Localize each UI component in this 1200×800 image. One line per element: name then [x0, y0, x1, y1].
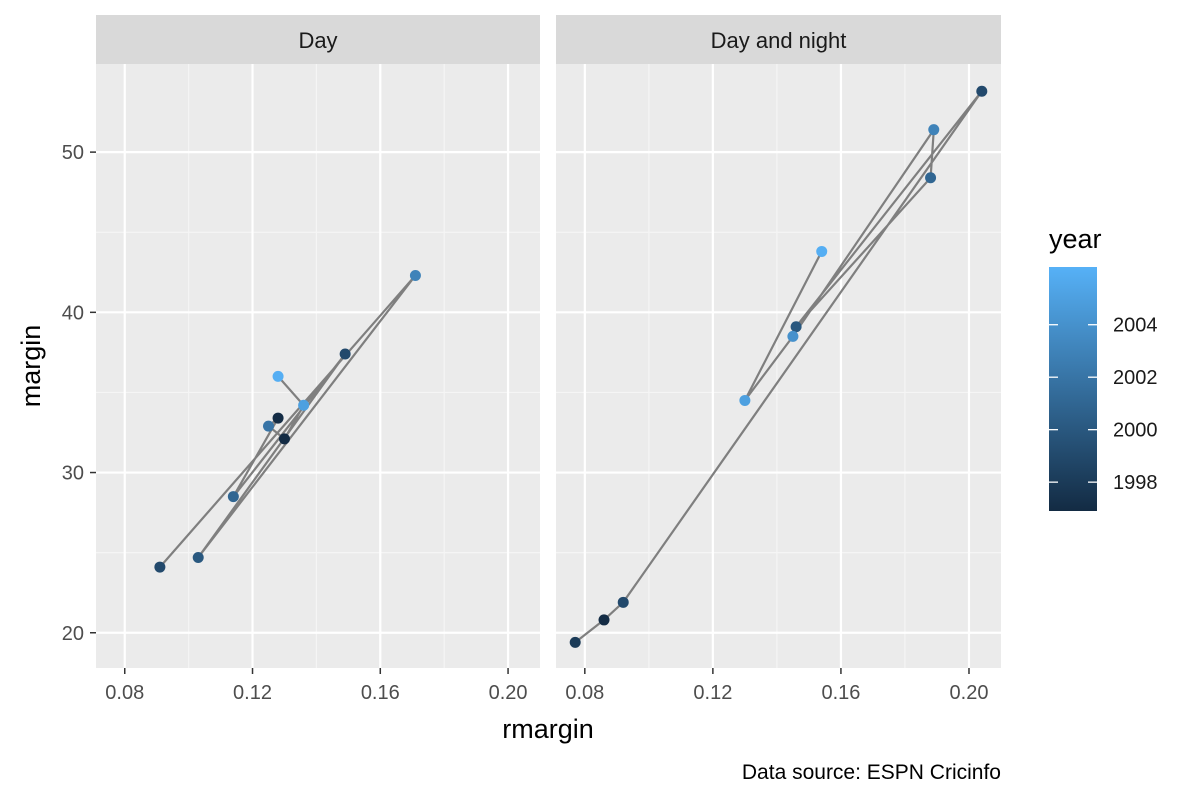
data-point [339, 348, 351, 360]
x-tick-label: 0.16 [361, 682, 400, 704]
data-point [790, 321, 802, 333]
legend-label: 2002 [1113, 367, 1158, 389]
facet-strip-label: Day and night [711, 28, 847, 53]
facet-panel: Day 0.08 0.12 0.16 0.20 [96, 15, 540, 704]
data-point [598, 614, 610, 626]
series-path [574, 90, 983, 644]
data-point [928, 124, 940, 136]
facet-strip [96, 15, 540, 64]
legend-label: 1998 [1113, 472, 1158, 494]
data-point [262, 420, 274, 432]
color-legend: 1998 2000 2002 2004 [1049, 267, 1158, 511]
data-point [816, 245, 828, 257]
data-point [272, 412, 284, 424]
data-point [569, 636, 581, 648]
facet-panel: Day and night 0.08 0.12 0.16 0.20 [556, 15, 1001, 704]
panel-background [556, 64, 1001, 668]
facet-strip [556, 15, 1001, 64]
legend-label: 2004 [1113, 315, 1158, 337]
series-path [159, 274, 417, 568]
panel-background [96, 64, 540, 668]
legend-title: year [1049, 224, 1102, 254]
data-point [227, 491, 239, 503]
x-tick-label: 0.20 [489, 682, 528, 704]
data-point [787, 330, 799, 342]
x-tick-label: 0.08 [105, 682, 144, 704]
y-tick-label: 50 [62, 142, 84, 164]
data-point [154, 561, 166, 573]
data-point [272, 370, 284, 382]
data-point [192, 551, 204, 563]
colorbar [1049, 267, 1097, 511]
caption: Data source: ESPN Cricinfo [742, 761, 1001, 784]
data-point [298, 399, 310, 411]
y-tick-label: 20 [62, 623, 84, 645]
data-point [925, 172, 937, 184]
x-tick-label: 0.16 [821, 682, 860, 704]
facet-strip-label: Day [298, 28, 337, 53]
x-axis-title: rmargin [502, 714, 594, 744]
y-tick-label: 40 [62, 302, 84, 324]
data-point [976, 85, 988, 97]
x-tick-label: 0.12 [693, 682, 732, 704]
data-point [617, 596, 629, 608]
data-point [739, 394, 751, 406]
x-tick-label: 0.20 [950, 682, 989, 704]
x-tick-label: 0.08 [565, 682, 604, 704]
legend-label: 2000 [1113, 420, 1158, 442]
y-tick-label: 30 [62, 463, 84, 485]
data-point [278, 433, 290, 445]
y-axis-title: margin [16, 325, 46, 408]
data-point [409, 269, 421, 281]
x-tick-label: 0.12 [233, 682, 272, 704]
